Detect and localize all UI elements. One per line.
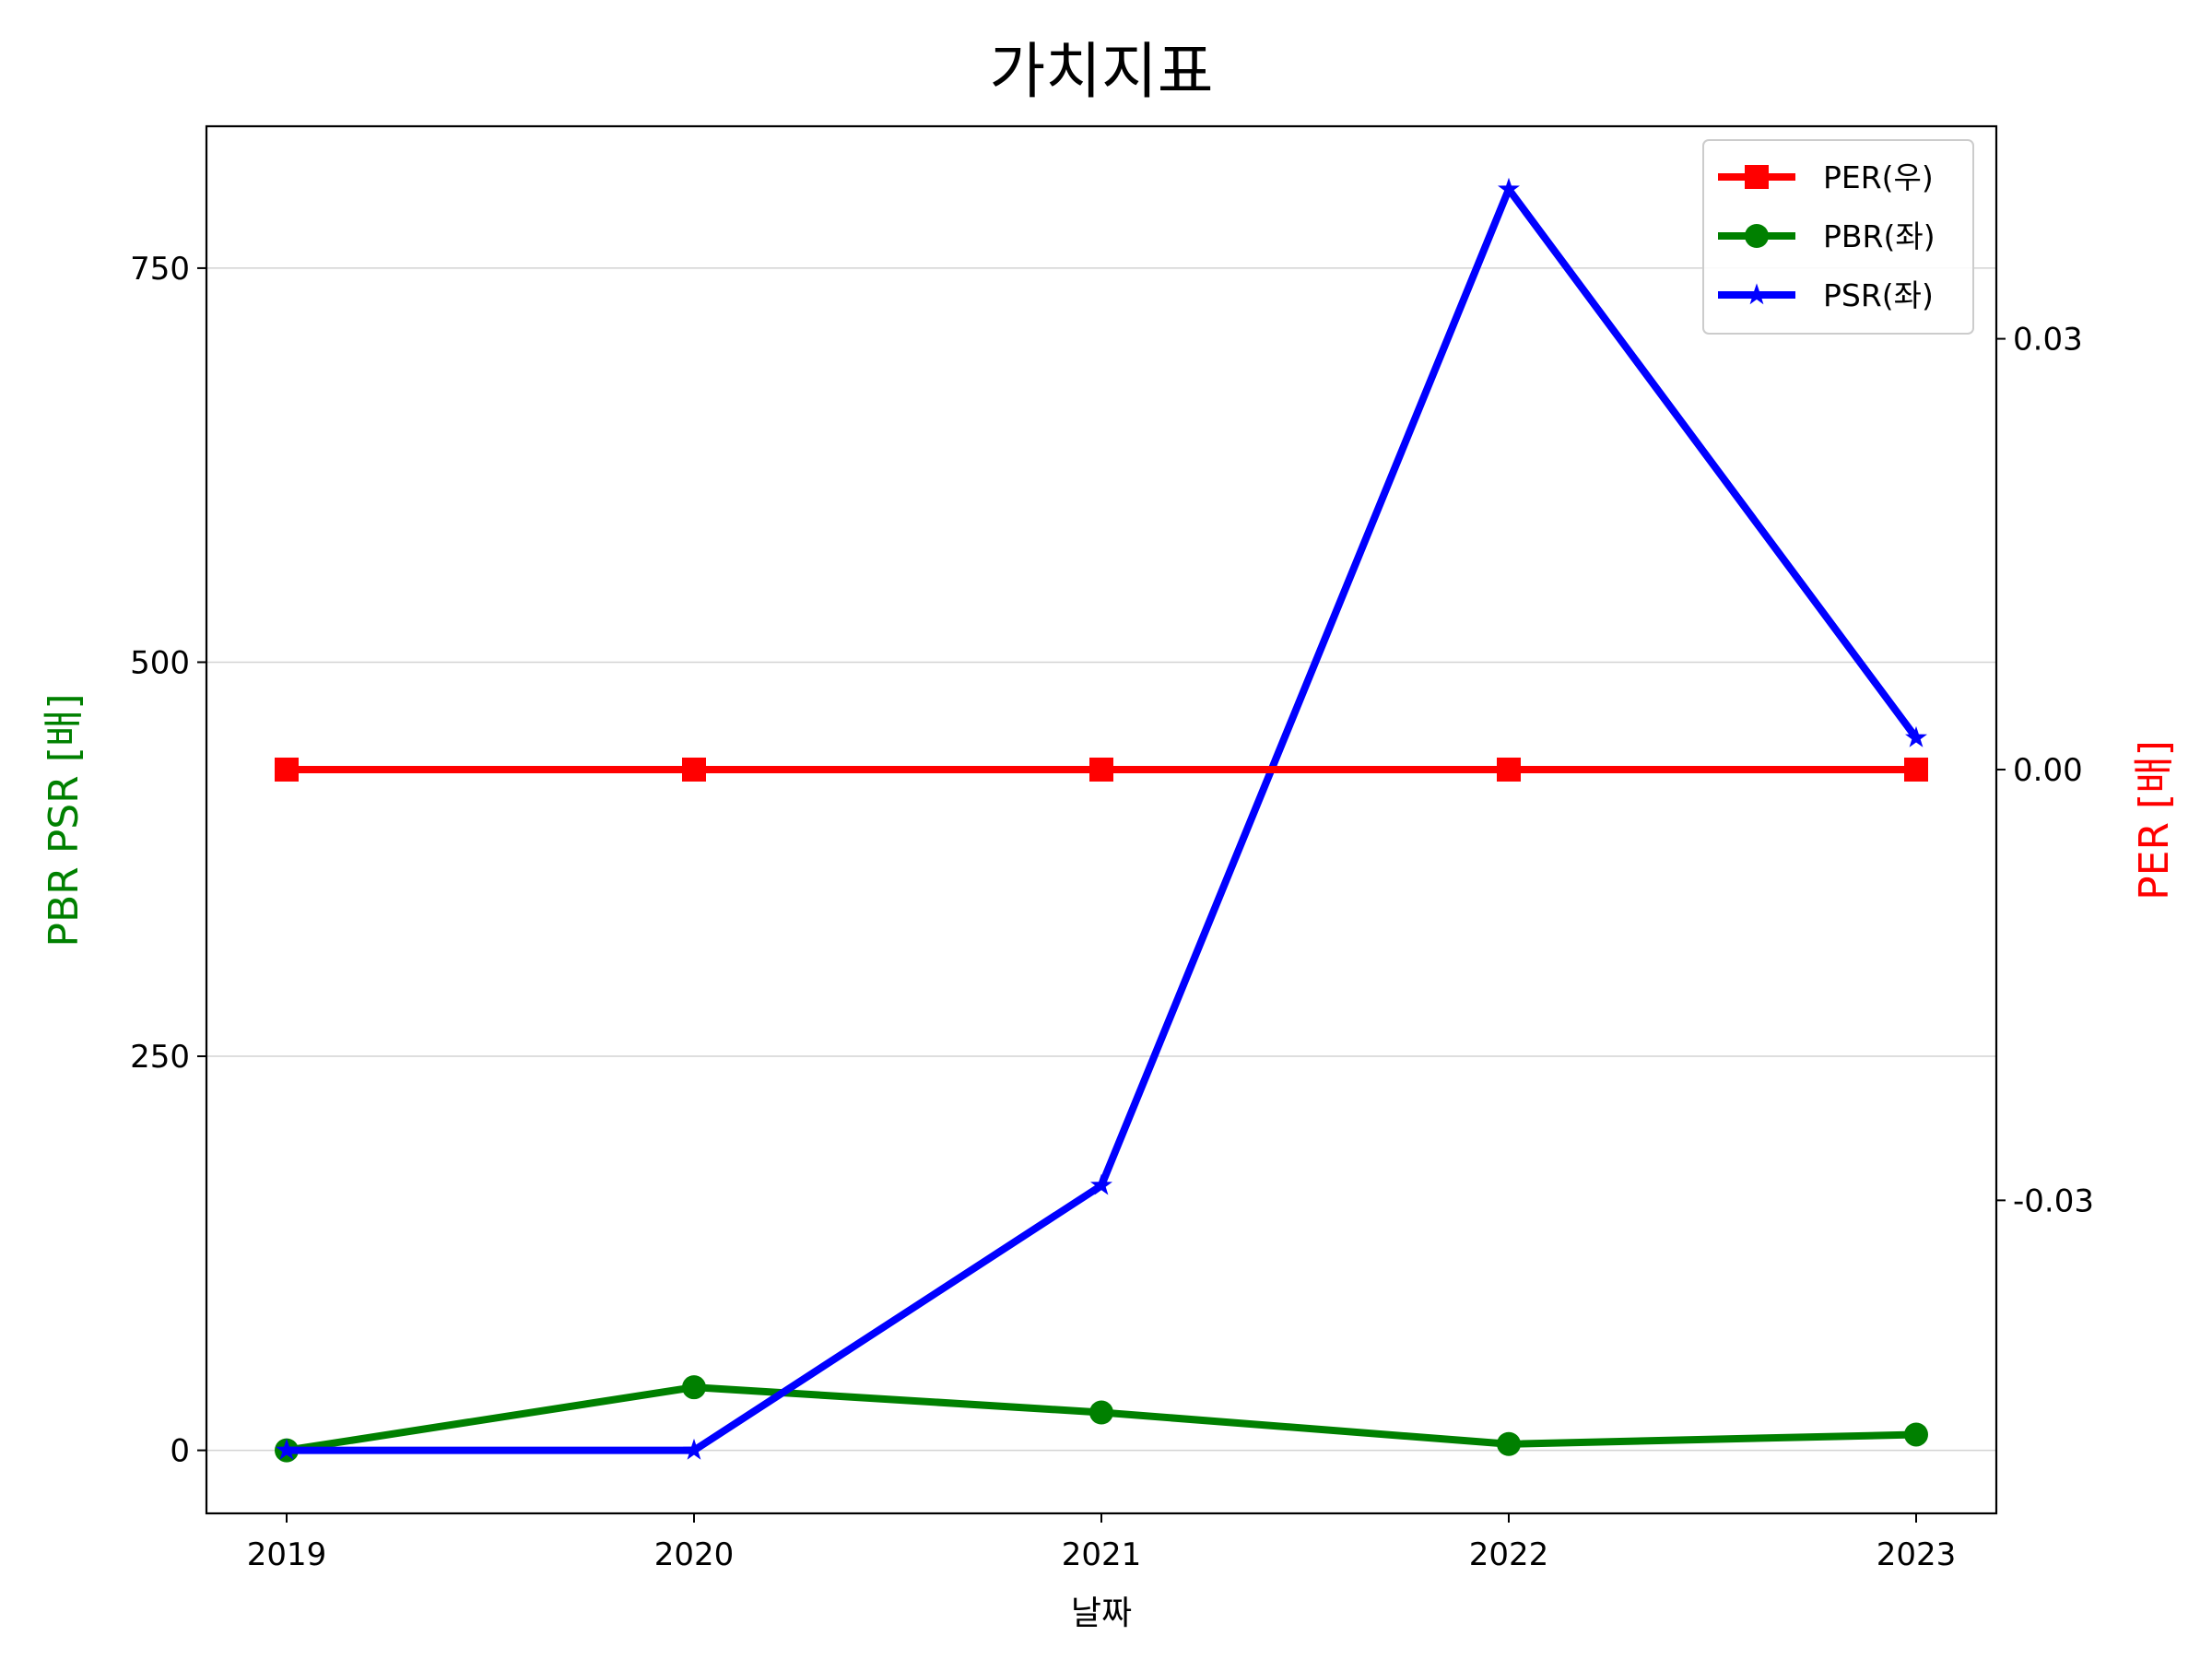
x-tick-label: 2023: [1877, 1536, 1957, 1573]
data-point-per: [275, 757, 299, 782]
data-point-psr: [1498, 177, 1520, 199]
legend-box: [1702, 139, 1974, 335]
data-point-per: [1497, 757, 1521, 782]
data-point-pbr: [682, 1375, 706, 1400]
series-per: [275, 757, 1928, 782]
x-tick-label: 2021: [1062, 1536, 1142, 1573]
left-axis-ticks: 0 250 500 750: [130, 251, 206, 1470]
legend-label-pbr: PBR(좌): [1823, 218, 1936, 254]
data-point-pbr: [1089, 1400, 1113, 1425]
data-point-per: [682, 757, 706, 782]
legend-marker-psr: [1746, 283, 1768, 305]
right-y-tick-label: -0.03: [2013, 1182, 2094, 1219]
data-point-psr: [683, 1438, 705, 1460]
x-tick-label: 2022: [1469, 1536, 1549, 1573]
data-point-psr: [1905, 725, 1927, 747]
legend-marker-pbr: [1745, 224, 1769, 248]
series-layer: [275, 177, 1928, 1463]
x-axis-label: 날짜: [1071, 1594, 1132, 1632]
data-point-per: [1089, 757, 1113, 782]
data-point-per: [1904, 757, 1928, 782]
data-point-pbr: [1497, 1431, 1521, 1456]
right-y-tick-label: 0.00: [2013, 752, 2083, 789]
right-axis-label: PER [배]: [2131, 740, 2178, 900]
data-point-psr: [1090, 1173, 1112, 1195]
x-axis-ticks: 2019 2020 2021 2022 2023: [247, 1513, 1957, 1573]
x-tick-label: 2020: [654, 1536, 735, 1573]
right-axis-ticks: -0.03 0.00 0.03: [1996, 322, 2094, 1219]
right-y-tick-label: 0.03: [2013, 322, 2083, 359]
left-y-tick-label: 0: [170, 1433, 190, 1470]
data-point-psr: [276, 1438, 298, 1460]
chart-title: 가치지표: [990, 36, 1214, 107]
left-y-tick-label: 250: [130, 1039, 190, 1076]
left-y-tick-label: 750: [130, 251, 190, 288]
grid-lines: [206, 267, 1996, 1452]
data-point-pbr: [1904, 1422, 1928, 1447]
x-tick-label: 2019: [247, 1536, 327, 1573]
series-psr: [276, 177, 1927, 1460]
legend: PER(우) PBR(좌) PSR(좌): [1702, 139, 1974, 335]
series-line-psr: [287, 185, 1920, 1454]
legend-marker-per: [1745, 165, 1769, 189]
left-axis-label: PBR PSR [배]: [41, 693, 88, 947]
legend-label-psr: PSR(좌): [1823, 277, 1934, 313]
legend-label-per: PER(우): [1823, 159, 1934, 195]
left-y-tick-label: 500: [130, 644, 190, 681]
